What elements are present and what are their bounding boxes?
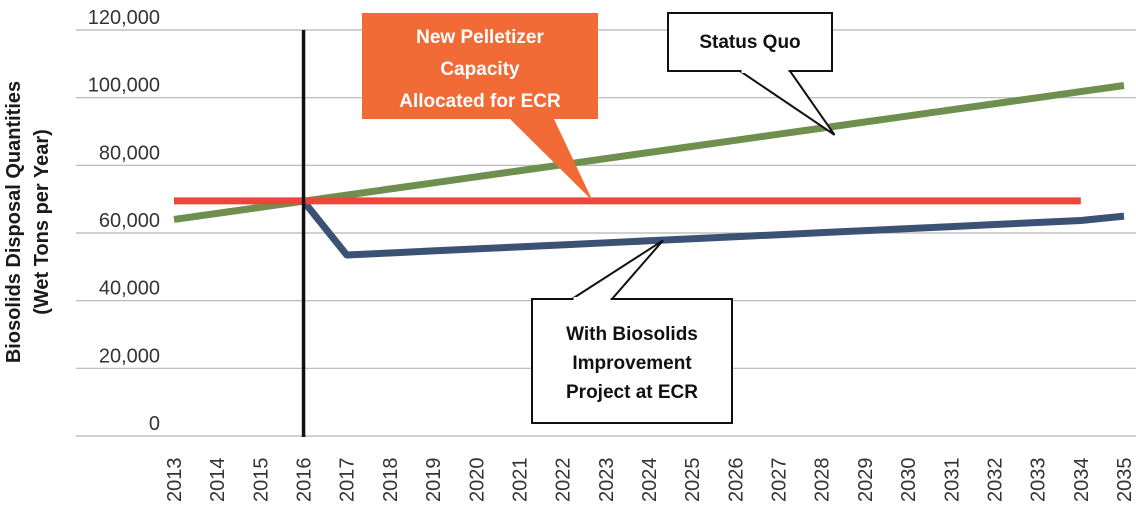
y-tick-label: 80,000 <box>99 142 160 164</box>
x-tick-label: 2019 <box>423 458 445 503</box>
callout-pointer <box>736 70 836 136</box>
x-tick-label: 2018 <box>380 458 402 503</box>
x-tick-label: 2031 <box>941 458 963 503</box>
callout-text-line: With Biosolids <box>566 324 698 345</box>
callout-box <box>667 12 833 72</box>
x-tick-label: 2034 <box>1071 458 1093 503</box>
y-tick-label: 120,000 <box>88 7 160 29</box>
series-lines <box>173 82 1125 259</box>
callout-text-line: Capacity <box>440 59 520 80</box>
x-tick-label: 2032 <box>984 458 1006 503</box>
x-tick-label: 2033 <box>1028 458 1050 503</box>
series-line-0 <box>173 82 1125 223</box>
callout-text-line: New Pelletizer <box>416 27 544 48</box>
y-tick-label: 60,000 <box>99 210 160 232</box>
x-tick-label: 2021 <box>509 458 531 503</box>
y-tick-label: 100,000 <box>88 75 160 97</box>
y-tick-label: 20,000 <box>99 345 160 367</box>
y-tick-label: 40,000 <box>99 278 160 300</box>
y-axis-label-line-1: Biosolids Disposal Quantities <box>3 81 25 363</box>
callout-status: Status Quo <box>667 12 836 136</box>
x-axis-ticks: 2013 2014 2015 2016 2017 2018 2019 2020 2021 2022… <box>164 458 1136 503</box>
series-line-2 <box>300 199 1125 259</box>
callout-text-line: Project at ECR <box>566 382 698 403</box>
x-tick-label: 2013 <box>164 458 186 503</box>
callout-pointer <box>568 239 664 300</box>
x-tick-label: 2027 <box>769 458 791 503</box>
y-axis-label-line-2: (Wet Tons per Year) <box>31 129 53 315</box>
y-tick-label: 0 <box>149 413 160 435</box>
x-tick-label: 2017 <box>337 458 359 503</box>
x-tick-label: 2030 <box>898 458 920 503</box>
x-tick-label: 2022 <box>553 458 575 503</box>
x-tick-label: 2023 <box>596 458 618 503</box>
x-tick-label: 2028 <box>812 458 834 503</box>
x-tick-label: 2014 <box>207 458 229 503</box>
callout-improve: With Biosolids Improvement Project at ECR <box>531 239 733 424</box>
callouts: New Pelletizer Capacity Allocated for ECR S… <box>362 12 836 424</box>
callout-box <box>531 298 733 424</box>
x-tick-label: 2029 <box>855 458 877 503</box>
callout-box <box>362 13 598 119</box>
x-tick-label: 2025 <box>682 458 704 503</box>
x-tick-label: 2035 <box>1114 458 1136 503</box>
x-tick-label: 2016 <box>294 458 316 503</box>
callout-text-line: Allocated for ECR <box>399 91 561 112</box>
callout-text-line: Improvement <box>572 353 692 374</box>
x-tick-label: 2020 <box>466 458 488 503</box>
callout-text-line: Status Quo <box>699 32 800 53</box>
x-tick-label: 2015 <box>250 458 272 503</box>
y-axis-ticks: 0 20,000 40,000 60,000 80,000 100,000 120,000 <box>88 7 160 435</box>
x-tick-label: 2024 <box>639 458 661 503</box>
callout-pelletizer: New Pelletizer Capacity Allocated for ECR <box>362 13 598 201</box>
x-tick-label: 2026 <box>725 458 747 503</box>
y-axis-label: Biosolids Disposal Quantities (Wet Tons … <box>3 81 53 363</box>
callout-pointer <box>510 119 593 201</box>
